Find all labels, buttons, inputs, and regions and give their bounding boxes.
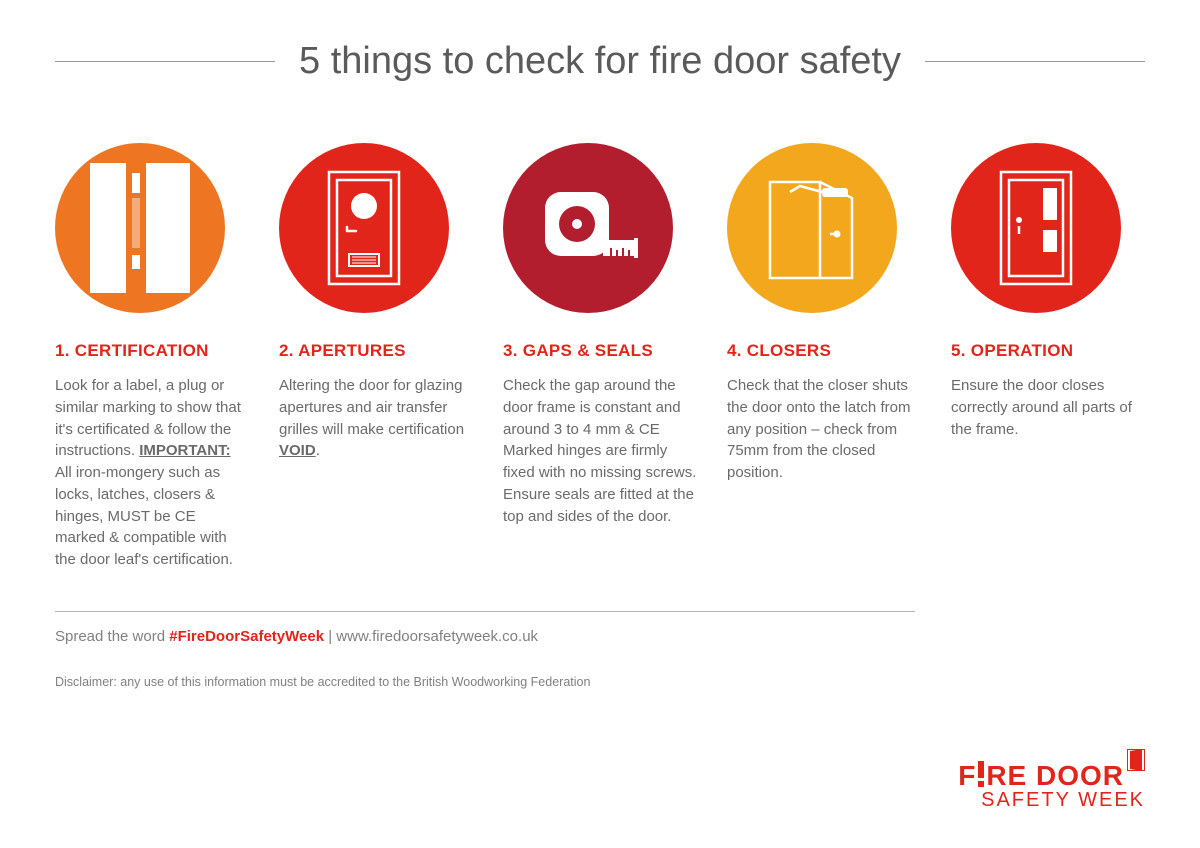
separator: | — [324, 628, 336, 645]
page-title: 5 things to check for fire door safety — [275, 40, 925, 83]
item-body-3: Check the gap around the door frame is c… — [503, 375, 697, 527]
item-apertures: 2. APERTURES Altering the door for glazi… — [279, 143, 473, 571]
item-closers: 4. CLOSERS Check that the closer shuts t… — [727, 143, 921, 571]
item-heading-2: 2. APERTURES — [279, 341, 473, 361]
item-body-1: Look for a label, a plug or similar mark… — [55, 375, 249, 571]
footer-url: www.firedoorsafetyweek.co.uk — [336, 628, 538, 645]
item-heading-3: 3. GAPS & SEALS — [503, 341, 697, 361]
item-body-5: Ensure the door closes correctly around … — [951, 375, 1145, 440]
title-row: 5 things to check for fire door safety — [55, 40, 1145, 83]
tape-measure-icon — [533, 178, 643, 278]
circle-1 — [55, 143, 225, 313]
item-heading-1: 1. CERTIFICATION — [55, 341, 249, 361]
door-edge-icon — [90, 163, 190, 293]
circle-3 — [503, 143, 673, 313]
item-gaps-seals: 3. GAPS & SEALS Check the gap around the… — [503, 143, 697, 571]
circle-4 — [727, 143, 897, 313]
spread-line: Spread the word #FireDoorSafetyWeek | ww… — [55, 628, 1145, 645]
footer-rule — [55, 611, 915, 612]
circle-5 — [951, 143, 1121, 313]
logo-line-1: F RE DOOR — [958, 759, 1145, 790]
item-operation: 5. OPERATION Ensure the door closes corr… — [951, 143, 1145, 571]
item-heading-5: 5. OPERATION — [951, 341, 1145, 361]
logo-exclaim-icon — [976, 761, 986, 792]
items-row: 1. CERTIFICATION Look for a label, a plu… — [55, 143, 1145, 571]
logo-door-icon — [1127, 749, 1145, 776]
door-operation-icon — [991, 168, 1081, 288]
hashtag: #FireDoorSafetyWeek — [169, 628, 324, 645]
logo-letter-f: F — [958, 763, 976, 790]
item-body-2: Altering the door for glazing apertures … — [279, 375, 473, 462]
spread-prefix: Spread the word — [55, 628, 169, 645]
door-aperture-icon — [319, 168, 409, 288]
logo-rest: RE DOOR — [986, 763, 1124, 790]
disclaimer: Disclaimer: any use of this information … — [55, 675, 1145, 689]
circle-2 — [279, 143, 449, 313]
item-body-4: Check that the closer shuts the door ont… — [727, 375, 921, 484]
item-heading-4: 4. CLOSERS — [727, 341, 921, 361]
title-rule-right — [925, 61, 1145, 62]
door-closer-icon — [752, 168, 872, 288]
title-rule-left — [55, 61, 275, 62]
logo-line-2: SAFETY WEEK — [958, 790, 1145, 810]
item-certification: 1. CERTIFICATION Look for a label, a plu… — [55, 143, 249, 571]
fire-door-safety-week-logo: F RE DOOR SAFETY WEEK — [958, 759, 1145, 810]
